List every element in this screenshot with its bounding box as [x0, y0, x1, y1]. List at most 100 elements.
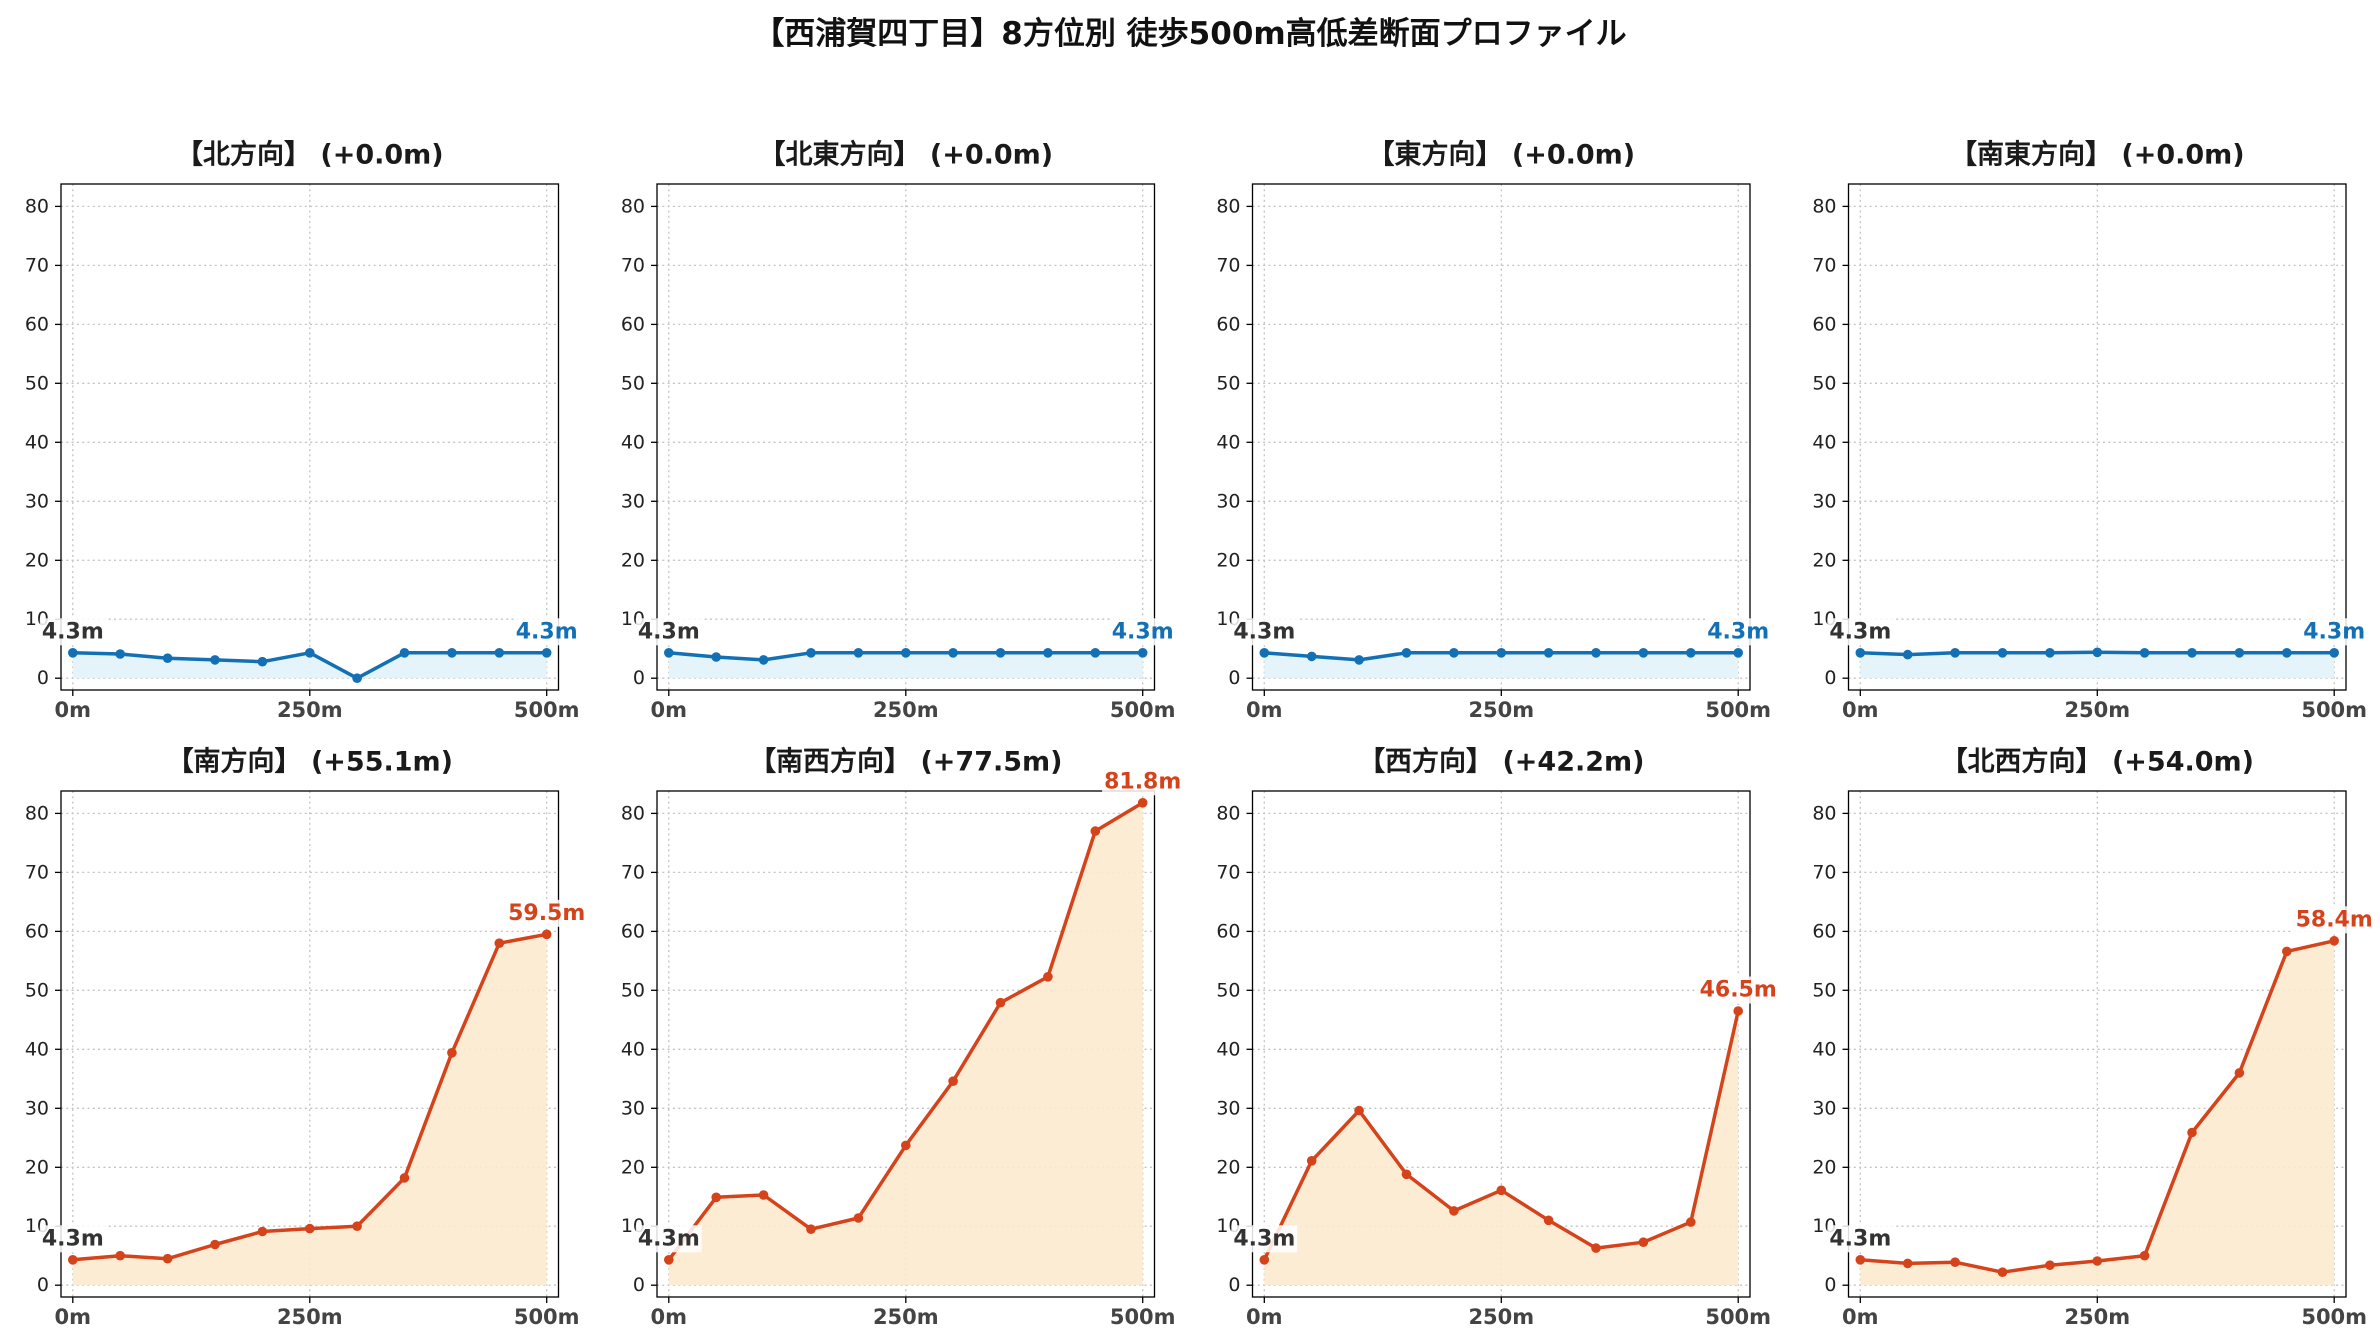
start-value-label: 4.3m	[1233, 619, 1295, 644]
x-tick-label: 500m	[1110, 1305, 1176, 1329]
data-point	[2234, 1068, 2245, 1078]
y-tick-label: 0	[1228, 667, 1240, 689]
area-fill	[668, 652, 1143, 679]
y-tick-label: 20	[25, 549, 49, 571]
data-point	[1638, 648, 1649, 658]
x-tick-label: 250m	[873, 698, 939, 722]
x-tick-label: 250m	[1468, 698, 1534, 722]
y-tick-label: 60	[1216, 313, 1240, 335]
value-label-group: 4.3m	[1827, 618, 1894, 646]
y-tick-label: 30	[1216, 1097, 1240, 1119]
value-label-background	[1109, 618, 1176, 646]
data-point	[1354, 655, 1364, 665]
y-tick-label: 50	[1812, 979, 1836, 1001]
y-tick-label: 60	[1812, 920, 1836, 942]
y-tick-label: 40	[25, 1038, 49, 1060]
data-point	[399, 648, 410, 658]
y-tick-label: 50	[25, 372, 49, 394]
x-tick-label: 500m	[514, 698, 580, 722]
data-point	[1496, 648, 1507, 658]
data-point	[494, 938, 505, 948]
y-tick-label: 70	[621, 254, 645, 276]
data-point	[210, 655, 220, 665]
data-point	[1496, 1185, 1507, 1196]
data-point	[711, 1192, 721, 1203]
x-tick-label: 0m	[651, 1305, 688, 1329]
data-point	[541, 648, 552, 658]
value-label-background	[1705, 618, 1772, 646]
y-tick-label: 80	[1812, 802, 1836, 824]
end-value-label: 4.3m	[1112, 619, 1174, 644]
panel-title: 【南西方向】 (+77.5m)	[749, 746, 1062, 778]
y-tick-label: 80	[1216, 802, 1240, 824]
data-point	[1855, 648, 1866, 658]
data-point	[2187, 648, 2197, 658]
data-point	[2329, 936, 2339, 946]
data-point	[2187, 1127, 2197, 1138]
data-point	[2282, 648, 2292, 658]
y-tick-label: 0	[633, 667, 645, 689]
y-tick-label: 80	[1812, 195, 1836, 217]
y-tick-label: 80	[1216, 195, 1240, 217]
data-point	[995, 648, 1006, 658]
data-point	[901, 1140, 911, 1151]
data-point	[1543, 648, 1554, 658]
y-tick-label: 0	[1824, 667, 1836, 689]
plot-area	[1848, 184, 2346, 690]
data-point	[1043, 972, 1053, 982]
start-value-label: 4.3m	[638, 1226, 700, 1251]
x-tick-label: 0m	[55, 698, 92, 722]
data-point	[1855, 1255, 1866, 1265]
data-point	[2234, 648, 2245, 658]
y-tick-label: 30	[621, 490, 645, 512]
panel-title: 【南方向】 (+55.1m)	[167, 746, 453, 778]
start-value-label: 4.3m	[42, 619, 104, 644]
value-label-group: 4.3m	[1705, 618, 1772, 646]
y-tick-label: 30	[1812, 490, 1836, 512]
value-label-group: 4.3m	[1109, 618, 1176, 646]
y-tick-label: 60	[25, 313, 49, 335]
plot-area	[61, 184, 559, 690]
y-tick-label: 20	[25, 1156, 49, 1178]
y-tick-label: 30	[1812, 1097, 1836, 1119]
data-point	[1401, 648, 1412, 658]
value-label-background	[1102, 768, 1184, 796]
y-tick-label: 40	[1812, 431, 1836, 453]
data-point	[1543, 1215, 1554, 1226]
y-tick-label: 80	[25, 195, 49, 217]
y-tick-label: 20	[621, 549, 645, 571]
y-tick-label: 50	[621, 372, 645, 394]
value-label-group: 59.5m	[506, 899, 588, 927]
y-tick-label: 50	[25, 979, 49, 1001]
y-tick-label: 70	[1216, 254, 1240, 276]
plot-area	[1252, 184, 1750, 690]
value-label-group: 4.3m	[1827, 1225, 1894, 1253]
value-label-background	[1231, 1225, 1298, 1253]
value-label-group: 4.3m	[39, 1225, 106, 1253]
data-point	[1686, 1217, 1696, 1227]
value-label-group: 46.5m	[1697, 976, 1779, 1004]
y-tick-label: 20	[1812, 549, 1836, 571]
x-tick-label: 0m	[1842, 698, 1879, 722]
area-fill	[1264, 1011, 1739, 1286]
y-tick-label: 0	[1824, 1274, 1836, 1296]
area-fill	[1860, 940, 2335, 1286]
data-point	[853, 648, 864, 658]
end-value-label: 4.3m	[2303, 619, 2365, 644]
data-point	[115, 1250, 125, 1261]
y-tick-label: 50	[1812, 372, 1836, 394]
data-point	[68, 1255, 78, 1265]
value-label-background	[635, 1225, 702, 1253]
start-value-label: 4.3m	[1829, 1226, 1891, 1251]
y-tick-label: 60	[25, 920, 49, 942]
start-value-label: 4.3m	[638, 619, 700, 644]
y-tick-label: 70	[1812, 861, 1836, 883]
data-point	[447, 1048, 457, 1058]
panel-title: 【北東方向】 (+0.0m)	[758, 139, 1053, 171]
value-label-group: 4.3m	[635, 1225, 702, 1253]
y-tick-label: 40	[1812, 1038, 1836, 1060]
value-label-group: 4.3m	[1231, 1225, 1298, 1253]
data-point	[115, 649, 125, 659]
